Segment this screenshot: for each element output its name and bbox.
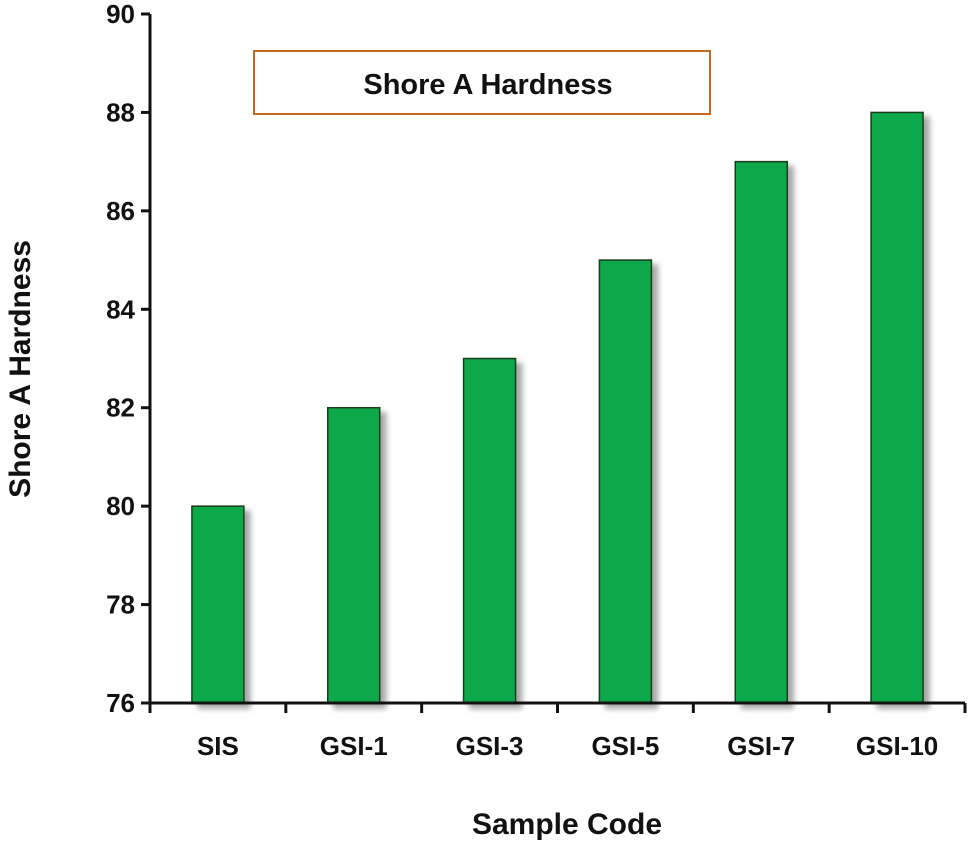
- x-axis: SIS GSI-1 GSI-3 GSI-5 GSI-7 GSI-10: [148, 701, 967, 761]
- y-axis: 76 78 80 82 84 86 88 90: [106, 0, 152, 718]
- bar-gsi-5: [598, 259, 653, 704]
- y-tick-label: 82: [106, 393, 135, 423]
- legend: Shore A Hardness: [253, 50, 711, 115]
- y-tick-label: 76: [106, 688, 135, 718]
- legend-box: [253, 50, 711, 115]
- bar-gsi-10: [870, 111, 924, 704]
- y-tick-label: 86: [106, 196, 135, 226]
- legend-label: Shore A Hardness: [363, 69, 612, 101]
- x-tick-label: GSI-10: [856, 731, 938, 761]
- y-tick-label: 84: [106, 294, 135, 324]
- x-tick-label: GSI-1: [320, 731, 388, 761]
- x-axis-title: Sample Code: [472, 808, 662, 841]
- x-tick-label: GSI-3: [456, 731, 524, 761]
- y-tick-label: 90: [106, 0, 135, 29]
- x-tick-label: GSI-5: [591, 731, 659, 761]
- x-tick-label: GSI-7: [727, 731, 795, 761]
- y-tick-label: 78: [106, 590, 135, 620]
- y-tick-label: 80: [106, 491, 135, 521]
- bar-gsi-3: [462, 357, 517, 704]
- y-tick-label: 88: [106, 97, 135, 127]
- bars-group: [191, 111, 924, 704]
- bar-sis: [191, 505, 245, 704]
- bar-gsi-1: [327, 406, 381, 704]
- x-tick-label: SIS: [197, 731, 239, 761]
- bar-gsi-7: [734, 160, 788, 704]
- y-axis-title: Shore A Hardness: [4, 240, 37, 498]
